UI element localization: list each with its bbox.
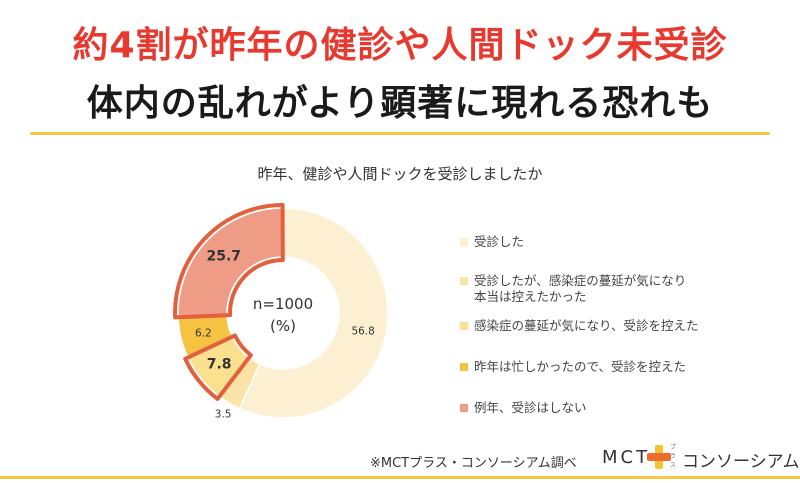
donut-slice-1: [238, 207, 389, 419]
donut-center-label: n=1000: [253, 295, 313, 313]
headline-line-1: 約4割が昨年の健診や人間ドック未受診: [72, 25, 728, 66]
legend-label: 受診したが、感染症の蔓延が気になり 本当は控えたかった: [474, 273, 687, 304]
logo-mct-text: MCT: [602, 447, 651, 468]
donut-slice-5: [177, 207, 284, 319]
source-note: ※MCTプラス・コンソーシアム調べ: [370, 456, 577, 471]
legend-swatch: [460, 363, 468, 371]
donut-value-label-2: 3.5: [215, 409, 232, 421]
logo-name-text: コンソーシアム: [682, 452, 800, 472]
donut-center-label: (%): [270, 317, 296, 335]
bottom-divider: [0, 476, 800, 479]
chart-title: 昨年、健診や人間ドックを受診しましたか: [257, 165, 543, 183]
headline-line-2: 体内の乱れがより顕著に現れる恐れも: [86, 83, 714, 124]
legend-label: 感染症の蔓延が気になり、受診を控えた: [474, 318, 699, 333]
legend-swatch: [460, 322, 468, 330]
legend-label: 例年、受診はしない: [474, 400, 587, 415]
legend-swatch: [460, 277, 468, 285]
donut-slice-highlight-5: [173, 203, 285, 320]
legend-swatch: [460, 238, 468, 246]
donut-value-label-4: 6.2: [195, 327, 212, 339]
donut-value-label-1: 56.8: [351, 325, 374, 337]
top-divider: [30, 132, 770, 135]
logo-plus-icon: [647, 445, 671, 469]
donut-slice-highlight-3: [183, 333, 253, 401]
donut-value-label-5: 25.7: [206, 248, 241, 264]
logo-small-text: プラス: [670, 444, 677, 469]
legend-label: 昨年は忙しかったので、受診を控えた: [474, 359, 687, 374]
donut-value-label-3: 7.8: [207, 356, 232, 372]
legend-swatch: [460, 404, 468, 412]
legend-label: 受診した: [474, 234, 525, 249]
